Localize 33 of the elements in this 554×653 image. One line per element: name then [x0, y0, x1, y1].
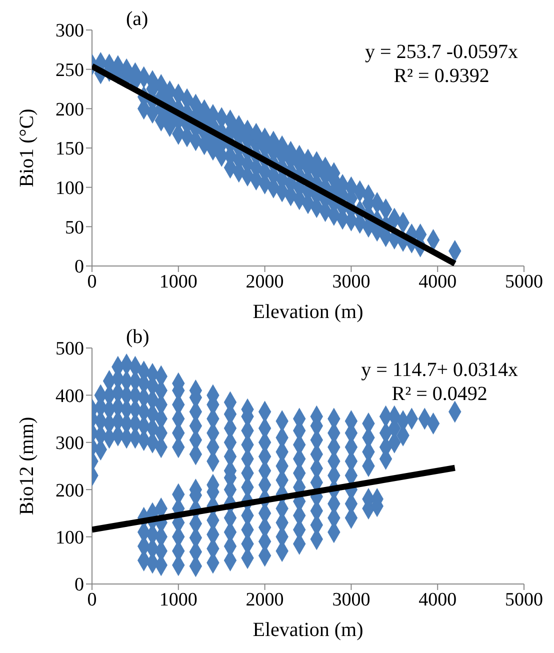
y-tick-label: 100: [56, 178, 84, 200]
x-tick-label: 2000: [246, 589, 284, 610]
x-tick-label: 4000: [418, 271, 457, 292]
x-tick-label: 1000: [159, 271, 198, 292]
x-tick-label: 5000: [505, 589, 543, 610]
y-tick-label: 300: [56, 20, 84, 42]
annotation: (b): [126, 326, 150, 349]
y-tick-label: 100: [56, 528, 84, 549]
y-tick-label: 300: [56, 433, 84, 454]
x-tick-label: 2000: [246, 271, 284, 292]
x-tick-label: 1000: [159, 589, 198, 610]
y-tick-label: 50: [65, 217, 84, 238]
y-axis-title: Bio12 (mm): [16, 416, 38, 516]
annotation: y = 114.7+ 0.0314x: [361, 358, 518, 382]
text: (a): [126, 8, 148, 31]
x-tick-label: 5000: [505, 271, 543, 292]
y-tick-label: 250: [56, 60, 84, 82]
y-tick-label: 200: [56, 99, 84, 120]
y-tick-label: 0: [74, 256, 84, 278]
x-axis-title: Elevation (m): [252, 619, 364, 641]
y-tick-label: 200: [56, 480, 84, 502]
y-tick-label: 500: [56, 338, 84, 360]
x-axis-title: Elevation (m): [252, 301, 364, 323]
y-tick-label: 400: [56, 386, 84, 407]
x-tick-label: 3000: [332, 271, 370, 292]
annotation: R² = 0.0492: [390, 382, 488, 406]
annotation: y = 253.7 -0.0597x: [365, 40, 518, 64]
y-tick-label: 150: [56, 138, 84, 160]
annotation: R² = 0.9392: [392, 64, 490, 88]
y-axis-title: Bio1 (°C): [16, 108, 38, 188]
y-tick-label: 0: [74, 574, 84, 596]
x-tick-label: 3000: [332, 589, 370, 610]
x-tick-label: 4000: [418, 589, 457, 610]
